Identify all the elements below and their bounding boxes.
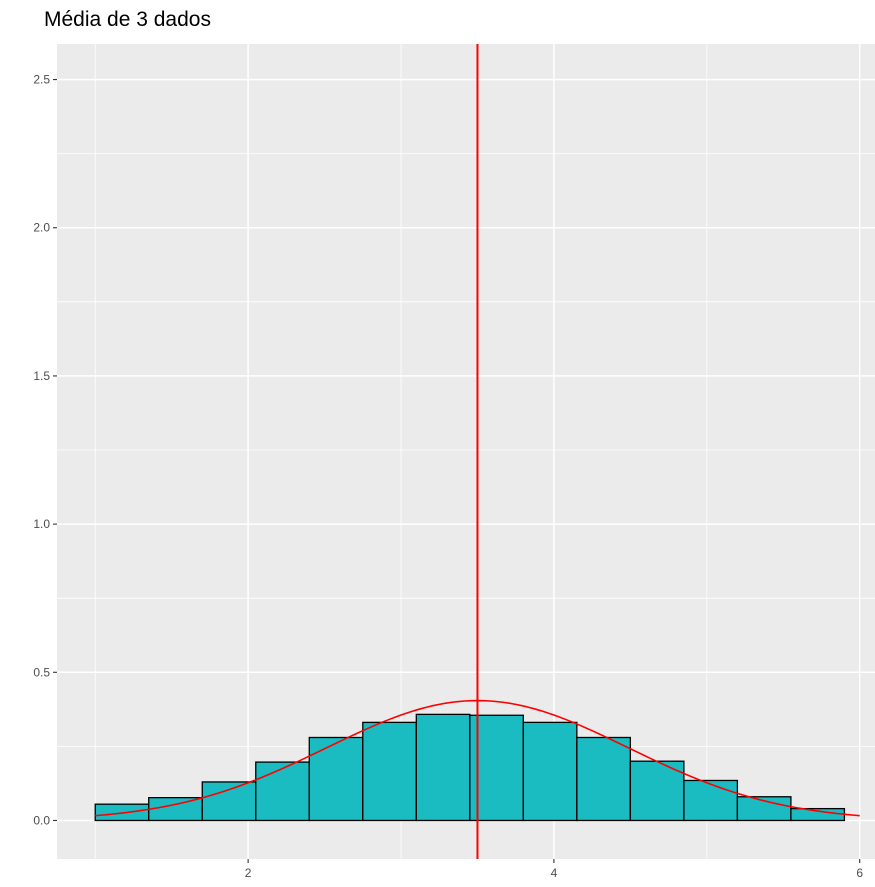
x-axis: 2 4 6: [245, 859, 863, 880]
y-tick-label: 1.0: [33, 517, 50, 531]
histogram-bar: [148, 797, 203, 822]
histogram-bar: [362, 721, 417, 822]
histogram-bar: [469, 714, 524, 822]
x-tick-label: 2: [245, 866, 252, 880]
y-tick-label: 1.5: [33, 369, 50, 383]
histogram-bar: [255, 761, 310, 822]
chart-title: Média de 3 dados: [44, 8, 211, 31]
y-tick-label: 2.0: [33, 221, 50, 235]
y-axis: 0.0 0.5 1.0 1.5 2.0 2.5: [33, 73, 57, 827]
y-tick-label: 0.5: [33, 665, 50, 679]
histogram-bars: [94, 713, 846, 822]
histogram-bar: [629, 760, 685, 822]
x-tick-label: 6: [856, 866, 863, 880]
histogram-bar: [201, 781, 257, 822]
y-tick-label: 0.0: [33, 813, 50, 827]
histogram-bar: [522, 721, 578, 822]
histogram-bar: [683, 779, 739, 822]
x-tick-label: 4: [551, 866, 558, 880]
histogram-bar: [308, 736, 364, 822]
histogram-bar: [576, 736, 632, 822]
histogram-bar: [415, 713, 471, 822]
y-tick-label: 2.5: [33, 73, 50, 87]
